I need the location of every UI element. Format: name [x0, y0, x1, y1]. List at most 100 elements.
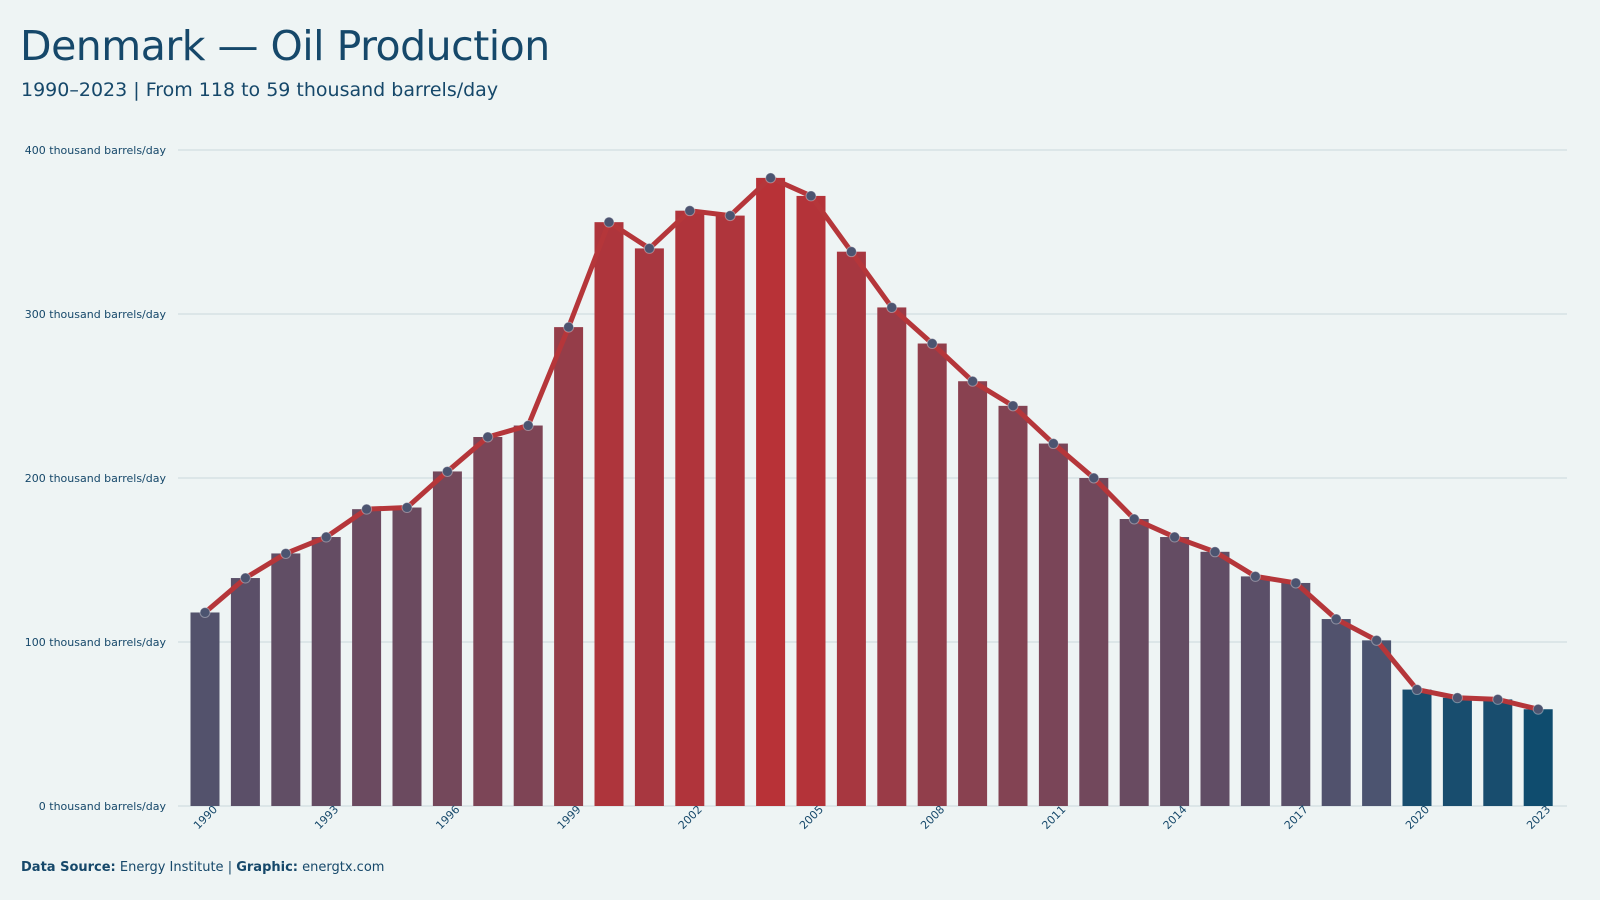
marker-2000: [603, 216, 615, 228]
bar-2008: [917, 343, 947, 806]
marker-2010: [1007, 400, 1019, 412]
bars: [190, 177, 1553, 807]
bar-2021: [1442, 697, 1472, 806]
x-tick-label-2008: 2008: [918, 803, 947, 832]
bar-2017: [1281, 582, 1311, 806]
bar-1999: [554, 327, 584, 806]
bar-2013: [1119, 519, 1149, 806]
x-tick-label-2023: 2023: [1524, 803, 1553, 832]
y-tick-label-0: 0 thousand barrels/day: [39, 800, 167, 813]
bar-2016: [1240, 576, 1270, 806]
bar-2006: [836, 251, 866, 806]
y-tick-label-300: 300 thousand barrels/day: [25, 308, 167, 321]
bar-1992: [271, 553, 301, 806]
marker-1999: [563, 321, 575, 333]
marker-2021: [1451, 692, 1463, 704]
marker-2006: [845, 246, 857, 258]
marker-2008: [926, 338, 938, 350]
bar-2015: [1200, 551, 1230, 806]
marker-2023: [1532, 703, 1544, 715]
marker-1990: [199, 606, 211, 618]
chart-title: Denmark — Oil Production: [20, 22, 550, 70]
bar-2023: [1523, 709, 1553, 806]
x-tick-label-1990: 1990: [191, 803, 220, 832]
source-label: Data Source:: [21, 860, 116, 875]
x-tick-label-2002: 2002: [676, 803, 705, 832]
bar-2014: [1160, 537, 1190, 806]
marker-1997: [482, 431, 494, 443]
marker-2020: [1411, 684, 1423, 696]
x-tick-label-2011: 2011: [1039, 803, 1068, 832]
bar-2022: [1483, 699, 1513, 806]
bar-2004: [756, 177, 786, 806]
marker-1993: [320, 531, 332, 543]
marker-2015: [1209, 546, 1221, 558]
chart-subtitle: 1990–2023 | From 118 to 59 thousand barr…: [21, 79, 499, 101]
x-axis-labels: 1990 1993 1996 1999 2002 2005 2008 2011 2014 2017…: [191, 803, 1553, 832]
marker-2005: [805, 190, 817, 202]
series-line: [202, 175, 1541, 712]
x-tick-label-2020: 2020: [1403, 803, 1432, 832]
marker-2018: [1330, 613, 1342, 625]
marker-2017: [1290, 577, 1302, 589]
y-axis-labels: 0 thousand barrels/day 100 thousand barre…: [25, 144, 167, 813]
x-tick-label-2014: 2014: [1161, 803, 1190, 832]
trend-line: [202, 175, 1541, 712]
marker-2004: [765, 172, 777, 184]
footer: Data Source: Energy Institute | Graphic:…: [21, 860, 384, 875]
bar-1993: [311, 537, 341, 806]
marker-2002: [684, 205, 696, 217]
marker-2009: [967, 375, 979, 387]
bar-2018: [1321, 619, 1351, 806]
x-tick-label-1996: 1996: [433, 803, 462, 832]
bar-2009: [958, 381, 988, 806]
y-tick-label-100: 100 thousand barrels/day: [25, 636, 167, 649]
bar-2002: [675, 210, 705, 806]
bar-1990: [190, 612, 220, 806]
bar-1991: [230, 578, 260, 806]
marker-2012: [1088, 472, 1100, 484]
marker-2007: [886, 301, 898, 313]
y-tick-label-200: 200 thousand barrels/day: [25, 472, 167, 485]
gridlines: [178, 149, 1567, 807]
graphic-value: energtx.com: [302, 860, 385, 875]
marker-2003: [724, 210, 736, 222]
graphic-label: Graphic:: [236, 860, 298, 875]
bar-1994: [352, 509, 382, 806]
marker-2022: [1492, 693, 1504, 705]
marker-1994: [361, 503, 373, 515]
bar-1997: [473, 437, 503, 806]
source-value: Energy Institute: [119, 860, 224, 875]
bar-2011: [1038, 443, 1068, 806]
bar-1995: [392, 507, 422, 806]
bar-2003: [715, 215, 745, 807]
marker-2001: [643, 242, 655, 254]
marker-2011: [1047, 438, 1059, 450]
bar-2000: [594, 222, 624, 806]
x-tick-label-2005: 2005: [797, 803, 826, 832]
marker-1992: [280, 547, 292, 559]
x-tick-label-1999: 1999: [555, 803, 584, 832]
marker-1998: [522, 420, 534, 432]
x-tick-label-1993: 1993: [312, 803, 341, 832]
bar-2012: [1079, 478, 1109, 806]
bar-2001: [634, 248, 664, 806]
footer-separator: |: [227, 860, 233, 875]
marker-2016: [1249, 570, 1261, 582]
bar-1996: [432, 471, 462, 806]
marker-1996: [441, 465, 453, 477]
markers: [199, 172, 1544, 715]
marker-2019: [1371, 634, 1383, 646]
bar-2007: [877, 307, 907, 806]
y-tick-label-400: 400 thousand barrels/day: [25, 144, 167, 157]
bar-2019: [1362, 640, 1392, 806]
bar-2010: [998, 405, 1028, 806]
marker-1991: [239, 572, 251, 584]
bar-1998: [513, 425, 543, 806]
bar-2020: [1402, 689, 1432, 806]
bar-2005: [796, 195, 826, 807]
marker-1995: [401, 502, 413, 514]
marker-2013: [1128, 513, 1140, 525]
x-tick-label-2017: 2017: [1282, 803, 1311, 832]
